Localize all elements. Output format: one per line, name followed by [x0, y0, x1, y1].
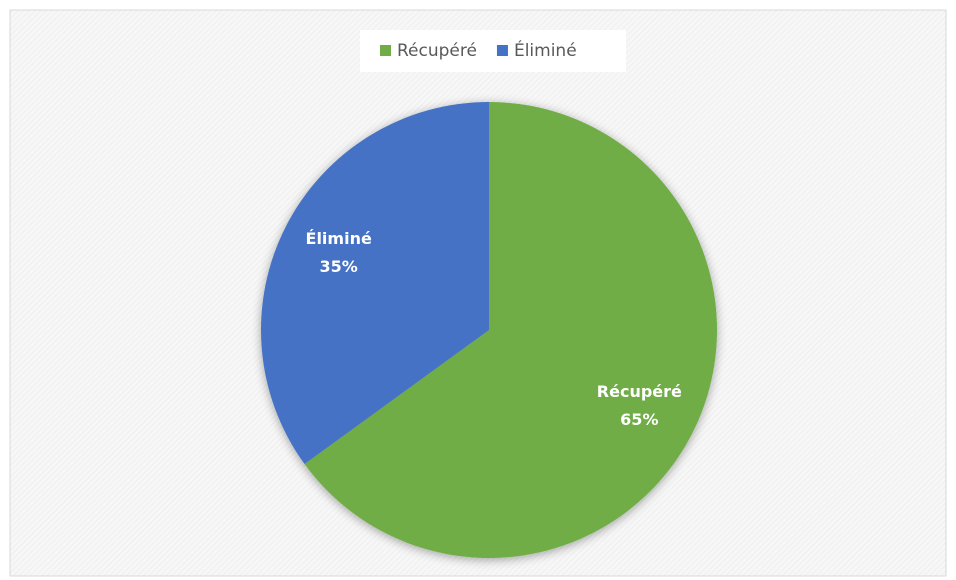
slice-value-label: 65%: [620, 410, 658, 429]
legend-swatch: [496, 45, 508, 56]
slice-category-label: Récupéré: [597, 382, 682, 401]
pie: [261, 102, 717, 558]
pie-slice: [304, 102, 717, 558]
pie-slice: [261, 102, 489, 465]
legend-label: Éliminé: [514, 39, 577, 61]
legend-label: Récupéré: [397, 41, 477, 61]
legend-box: [360, 30, 626, 72]
slice-category-label: Éliminé: [306, 229, 372, 248]
legend-swatch: [380, 45, 391, 56]
slice-value-label: 35%: [320, 257, 358, 276]
